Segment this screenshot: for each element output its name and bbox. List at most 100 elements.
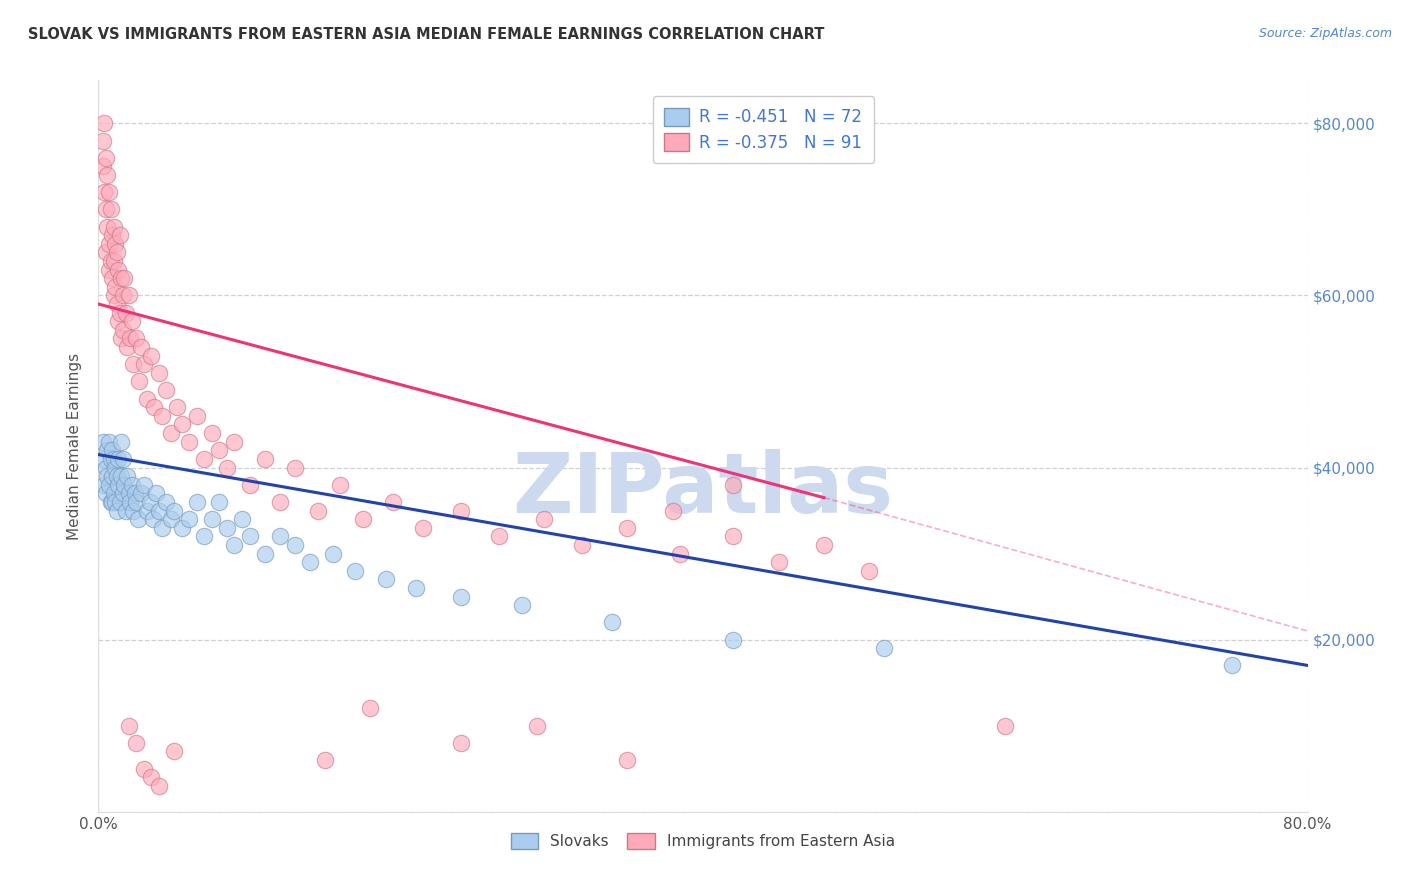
Point xyxy=(450,590,472,604)
Point xyxy=(179,434,201,449)
Point xyxy=(231,512,253,526)
Point xyxy=(179,512,201,526)
Point xyxy=(110,331,132,345)
Point xyxy=(307,503,329,517)
Point xyxy=(322,547,344,561)
Point xyxy=(94,151,117,165)
Point xyxy=(93,451,115,466)
Point xyxy=(526,719,548,733)
Point xyxy=(186,495,208,509)
Point xyxy=(143,401,166,415)
Point xyxy=(94,486,117,500)
Point xyxy=(141,770,163,784)
Point xyxy=(768,555,790,569)
Point xyxy=(96,443,118,458)
Point xyxy=(110,434,132,449)
Y-axis label: Median Female Earnings: Median Female Earnings xyxy=(67,352,83,540)
Point xyxy=(510,598,533,612)
Point xyxy=(101,469,124,483)
Point xyxy=(103,254,125,268)
Point xyxy=(163,503,186,517)
Point xyxy=(104,236,127,251)
Text: ZIPatlas: ZIPatlas xyxy=(513,450,893,531)
Point xyxy=(616,521,638,535)
Point xyxy=(111,451,134,466)
Point xyxy=(91,434,114,449)
Point xyxy=(94,245,117,260)
Point xyxy=(98,477,121,491)
Point xyxy=(105,503,128,517)
Point xyxy=(120,331,142,345)
Point xyxy=(132,357,155,371)
Point xyxy=(96,219,118,234)
Point xyxy=(107,314,129,328)
Point xyxy=(94,202,117,217)
Legend: Slovaks, Immigrants from Eastern Asia: Slovaks, Immigrants from Eastern Asia xyxy=(505,827,901,855)
Point xyxy=(239,529,262,543)
Point xyxy=(98,236,121,251)
Point xyxy=(101,495,124,509)
Point xyxy=(125,331,148,345)
Point xyxy=(110,271,132,285)
Point xyxy=(284,460,307,475)
Point xyxy=(166,401,188,415)
Point xyxy=(135,503,157,517)
Point xyxy=(382,495,405,509)
Point xyxy=(104,280,127,294)
Point xyxy=(141,349,163,363)
Point xyxy=(150,409,173,423)
Point xyxy=(150,521,173,535)
Point xyxy=(224,434,246,449)
Point xyxy=(132,477,155,491)
Point xyxy=(112,477,135,491)
Point xyxy=(412,521,434,535)
Point xyxy=(98,434,121,449)
Point xyxy=(125,495,148,509)
Point xyxy=(142,512,165,526)
Point xyxy=(284,538,307,552)
Point xyxy=(723,529,745,543)
Point xyxy=(129,486,152,500)
Point xyxy=(329,477,352,491)
Point xyxy=(253,547,276,561)
Point xyxy=(215,460,238,475)
Point xyxy=(118,486,141,500)
Point xyxy=(100,254,122,268)
Point xyxy=(118,288,141,302)
Point xyxy=(215,521,238,535)
Point xyxy=(170,417,193,432)
Point xyxy=(160,512,183,526)
Point xyxy=(148,366,170,380)
Point xyxy=(118,719,141,733)
Point xyxy=(148,503,170,517)
Point xyxy=(105,469,128,483)
Point xyxy=(450,503,472,517)
Point xyxy=(111,288,134,302)
Point xyxy=(269,495,291,509)
Point xyxy=(110,469,132,483)
Point xyxy=(120,495,142,509)
Point xyxy=(269,529,291,543)
Point xyxy=(100,202,122,217)
Point xyxy=(360,701,382,715)
Point xyxy=(239,477,262,491)
Point xyxy=(148,779,170,793)
Point xyxy=(405,581,427,595)
Point xyxy=(121,477,143,491)
Point xyxy=(103,219,125,234)
Point xyxy=(98,185,121,199)
Point xyxy=(224,538,246,552)
Point xyxy=(163,744,186,758)
Point xyxy=(112,271,135,285)
Point xyxy=(873,641,896,656)
Point xyxy=(115,340,138,354)
Point xyxy=(352,512,374,526)
Text: Source: ZipAtlas.com: Source: ZipAtlas.com xyxy=(1258,27,1392,40)
Point xyxy=(96,168,118,182)
Point xyxy=(160,426,183,441)
Point xyxy=(111,486,134,500)
Point xyxy=(813,538,835,552)
Point xyxy=(107,477,129,491)
Point xyxy=(107,451,129,466)
Point xyxy=(101,443,124,458)
